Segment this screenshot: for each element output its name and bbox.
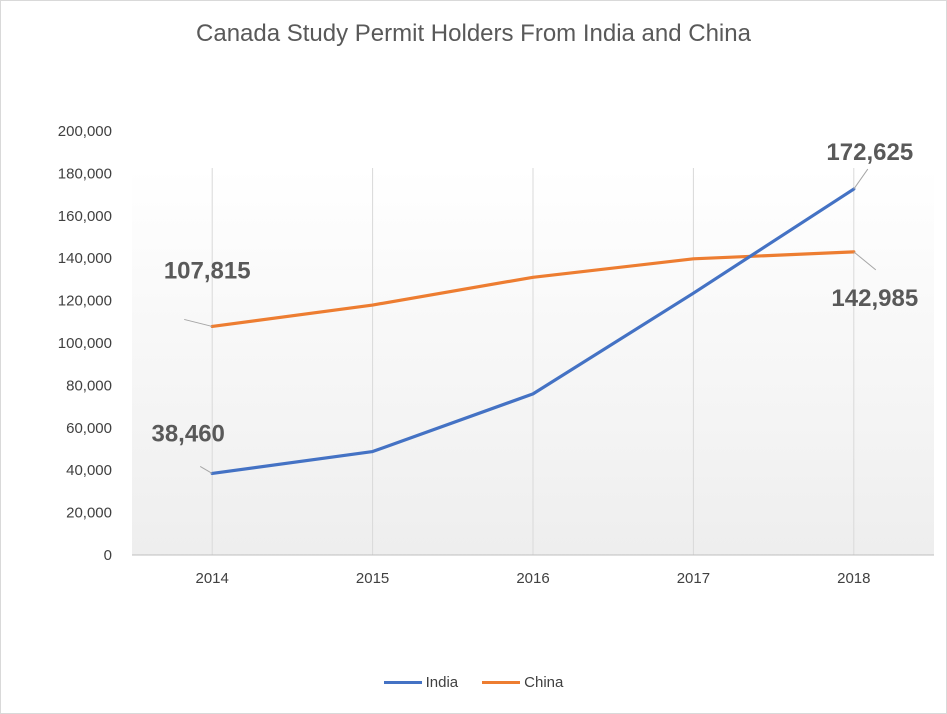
y-tick-label: 180,000 [58,165,112,182]
legend: India China [0,674,947,691]
x-tick-label: 2015 [356,570,389,587]
leader-line [184,318,213,327]
data-label: 38,460 [151,420,224,447]
y-tick-label: 20,000 [66,505,112,522]
legend-item-china[interactable]: China [482,674,563,691]
legend-swatch-india [383,681,422,684]
leader-line [853,168,869,190]
y-tick-label: 80,000 [66,377,112,394]
y-tick-label: 120,000 [58,293,112,310]
data-label: 107,815 [164,257,251,284]
y-tick-label: 160,000 [58,208,112,225]
leader-line [853,251,877,271]
y-tick-label: 100,000 [58,335,112,352]
legend-swatch-china [482,681,521,684]
x-tick-label: 2018 [837,570,870,587]
legend-label-china: China [524,674,564,691]
y-tick-label: 40,000 [66,462,112,479]
x-tick-label: 2017 [677,570,710,587]
chart-title: Canada Study Permit Holders From India a… [196,20,751,47]
data-label: 172,625 [826,139,913,166]
series-line-india [210,187,856,476]
leader-line [199,466,213,474]
y-tick-label: 60,000 [66,420,112,437]
y-tick-label: 0 [104,547,112,564]
y-tick-label: 200,000 [58,123,112,140]
data-label: 142,985 [831,285,918,312]
x-tick-label: 2016 [516,570,549,587]
series-line-china [210,250,856,329]
y-tick-label: 140,000 [58,250,112,267]
x-tick-label: 2014 [196,570,229,587]
legend-item-india[interactable]: India [383,674,459,691]
legend-label-india: India [425,674,459,691]
